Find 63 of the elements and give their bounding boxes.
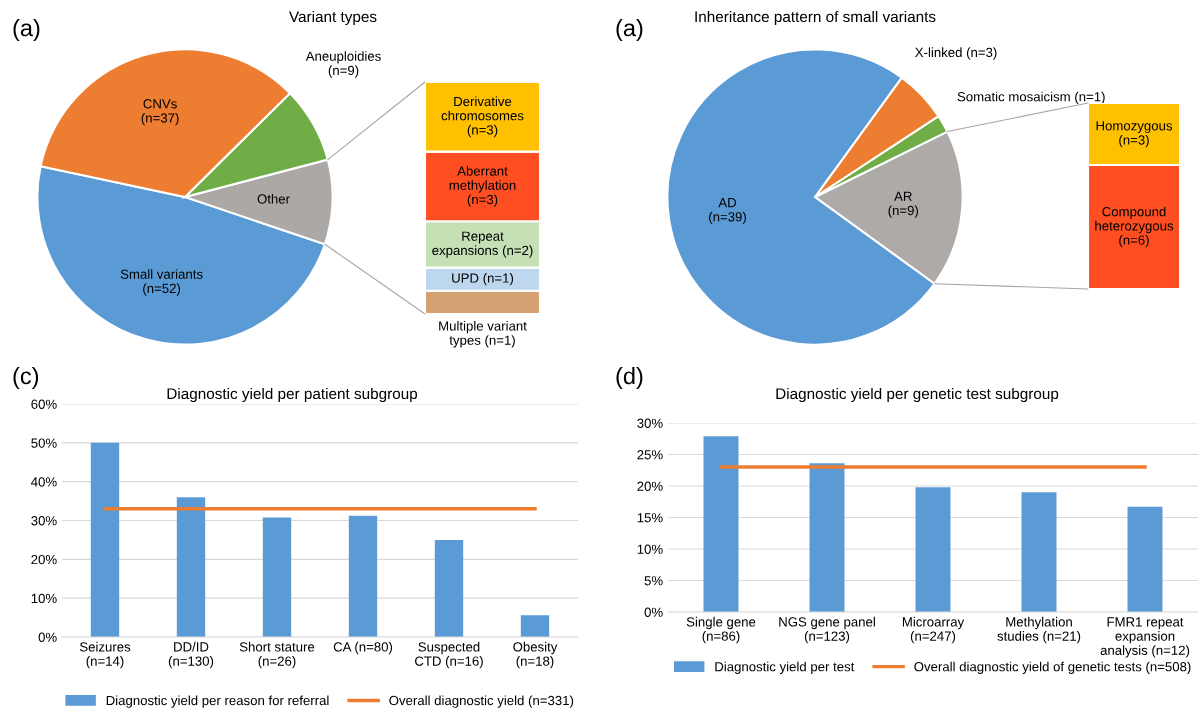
bar bbox=[176, 497, 206, 637]
x-tick-label: Methylation studies (n=21) bbox=[997, 616, 1081, 644]
y-tick-label: 10% bbox=[637, 544, 663, 554]
y-tick-label: 10% bbox=[31, 593, 57, 604]
data-label: Repeat expansions (n=2) bbox=[432, 231, 533, 258]
x-tick-label: Short stature (n=26) bbox=[239, 641, 315, 669]
legend-label: Diagnostic yield per test bbox=[715, 661, 855, 674]
text: (d) bbox=[616, 366, 643, 389]
text: (c) bbox=[13, 366, 39, 389]
x-tick-label: NGS gene panel (n=123) bbox=[779, 616, 875, 644]
bar bbox=[1021, 492, 1057, 612]
slice-label: Small variants (n=52) bbox=[120, 269, 203, 296]
slice-label: Somatic mosaicism (n=1) bbox=[957, 91, 1105, 104]
x-tick-label: DD/ID (n=130) bbox=[168, 641, 214, 669]
bar bbox=[434, 539, 464, 637]
y-tick-label: 20% bbox=[637, 481, 663, 491]
legend-label: Diagnostic yield per reason for referral bbox=[106, 695, 329, 708]
chart-title: Variant types bbox=[289, 10, 377, 26]
y-tick-label: 0% bbox=[38, 632, 57, 642]
slice-label: AD (n=39) bbox=[709, 198, 746, 225]
y-tick-label: 15% bbox=[637, 513, 663, 523]
bar bbox=[703, 436, 739, 612]
legend-label: Overall diagnostic yield (n=331) bbox=[389, 695, 574, 708]
data-label: Compound heterozygous (n=6) bbox=[1095, 206, 1174, 248]
bar bbox=[1127, 506, 1163, 612]
x-tick-label: Seizures (n=14) bbox=[79, 641, 131, 669]
y-tick-label: 30% bbox=[31, 516, 57, 526]
x-tick-label: CA (n=80) bbox=[333, 641, 393, 655]
chart-title: Inheritance pattern of small variants bbox=[695, 10, 936, 26]
bar bbox=[90, 442, 120, 637]
x-tick-label: Suspected CTD (n=16) bbox=[415, 641, 483, 669]
y-tick-label: 60% bbox=[31, 399, 57, 409]
y-tick-label: 5% bbox=[644, 576, 663, 586]
x-tick-label: Single gene (n=86) bbox=[686, 616, 756, 644]
data-label: Homozygous (n=3) bbox=[1096, 121, 1173, 148]
x-tick-label: Obesity (n=18) bbox=[513, 641, 558, 669]
bar bbox=[348, 515, 378, 637]
bar bbox=[915, 487, 951, 612]
chart-title: Diagnostic yield per genetic test subgroup bbox=[776, 387, 1059, 403]
x-tick-label: Microarray (n=247) bbox=[902, 616, 965, 644]
y-tick-label: 50% bbox=[31, 438, 57, 448]
slice-label: X-linked (n=3) bbox=[915, 47, 997, 60]
y-tick-label: 30% bbox=[637, 418, 663, 428]
y-tick-label: 0% bbox=[644, 607, 663, 617]
y-tick-label: 20% bbox=[31, 554, 57, 565]
y-tick-label: 40% bbox=[31, 477, 57, 487]
slice-label: Aneuploidies (n=9) bbox=[305, 51, 381, 78]
slice-label: Other bbox=[257, 193, 290, 204]
text: (a) bbox=[616, 19, 643, 41]
data-label: UPD (n=1) bbox=[452, 273, 514, 286]
x-tick-label: FMR1 repeat expansion analysis (n=12) bbox=[1100, 617, 1190, 658]
text: (a) bbox=[13, 19, 40, 41]
bar bbox=[809, 463, 845, 612]
bar bbox=[262, 517, 292, 637]
data-label: Aberrant methylation (n=3) bbox=[449, 166, 516, 207]
legend-label: Overall diagnostic yield of genetic tests (n=508) bbox=[914, 661, 1191, 674]
slice-label: CNVs (n=37) bbox=[141, 99, 179, 126]
chart-title: Diagnostic yield per patient subgroup bbox=[167, 387, 418, 403]
data-label: Multiple variant types (n=1) bbox=[439, 320, 527, 348]
y-tick-label: 25% bbox=[637, 450, 663, 460]
bar bbox=[520, 615, 550, 637]
slice-label: AR (n=9) bbox=[888, 191, 919, 218]
data-label: Derivative chromosomes (n=3) bbox=[441, 96, 524, 138]
